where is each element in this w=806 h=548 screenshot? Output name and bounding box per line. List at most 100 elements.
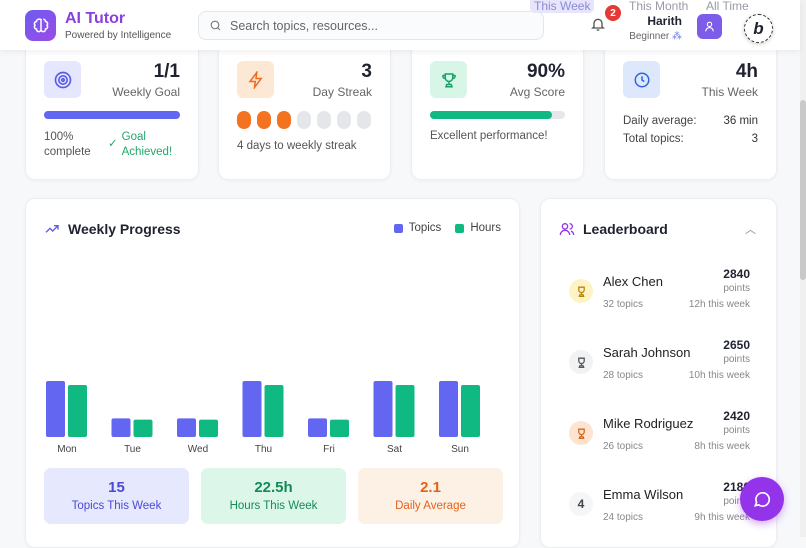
x-tick-label: Sat [387,444,402,455]
legend-topics: Topics [393,222,441,234]
sparkle-icon: ⁂ [672,31,682,42]
leader-topics: 32 topics [603,299,644,310]
row-label: Total topics: [623,133,684,145]
summary-hours: 22.5h Hours This Week [201,468,346,524]
check-circle-icon: ✓ [108,138,118,150]
tab-this-month[interactable]: This Month [629,0,689,13]
leaderboard-item[interactable]: 4 Emma Wilson 24 topics 2180 points 9h t… [567,480,750,530]
time-value: 4h [735,61,758,82]
leader-topics: 26 topics [603,441,644,452]
leaderboard-item[interactable]: Mike Rodriguez 26 topics 2420 points 8h … [567,409,750,459]
user-avatar[interactable] [697,14,722,39]
streak-dots [237,111,371,129]
leader-name: Sarah Johnson [603,345,691,360]
x-tick-label: Fri [323,444,335,455]
leader-hours: 9h this week [694,512,750,523]
streak-day-dot [257,111,271,129]
search-input[interactable] [230,18,530,33]
leader-points: 2650 [723,338,750,352]
goal-achieved: Goal Achieved! [121,131,173,158]
leaderboard-item[interactable]: Alex Chen 32 topics 2840 points 12h this… [567,267,750,317]
notification-badge: 2 [605,5,621,21]
bar-topics-tue [111,418,131,437]
bar-hours-sat [395,385,415,437]
streak-note: 4 days to weekly streak [237,140,357,152]
app-subtitle: Powered by Intelligence [65,30,172,41]
search-icon [210,20,221,31]
goal-value: 1/1 [153,61,180,82]
avg-score-card: 90% Avg Score Excellent performance! [411,42,584,180]
app-header: AI Tutor Powered by Intelligence Harith Be… [0,0,800,50]
leader-points: 2840 [723,267,750,281]
streak-value: 3 [361,61,372,82]
chat-button[interactable] [740,477,784,521]
users-icon [559,223,575,236]
legend-hours: Hours [455,222,501,234]
weekly-goal-card: 1/1 Weekly Goal 100% complete ✓ Goal Achi… [25,42,199,180]
bar-hours-fri [330,419,349,437]
chart-legend: Topics Hours [393,222,501,234]
brand-seal-logo[interactable]: b [744,14,773,43]
user-level: Beginner [629,31,670,42]
leaderboard-item[interactable]: Sarah Johnson 28 topics 2650 points 10h … [567,338,750,388]
leaderboard-card: Leaderboard ︿ Alex Chen 32 topics 2840 p… [540,198,777,548]
scrollbar-thumb[interactable] [800,100,806,280]
x-tick-label: Sun [451,444,469,455]
bar-hours-tue [133,419,153,437]
chevron-up-icon[interactable]: ︿ [745,224,756,236]
trophy-icon [569,279,593,303]
bar-topics-mon [46,381,65,437]
bar-topics-fri [308,418,327,437]
weekly-progress-card: Weekly Progress Topics Hours Mon Tue Wed Th… [25,198,520,548]
leader-points: 2420 [723,409,750,423]
bar-topics-sat [373,381,393,437]
search-box [198,11,544,40]
daily-average-row: Daily average: 36 min [623,115,758,127]
time-card: 4h This Week Daily average: 36 min Total … [604,42,777,180]
app-title: AI Tutor [65,10,126,27]
x-tick-label: Thu [255,444,272,455]
streak-day-dot [337,111,351,129]
trophy-icon [569,350,593,374]
summary-topics: 15 Topics This Week [44,468,189,524]
points-label: points [723,496,750,507]
brain-logo-icon[interactable] [25,10,56,41]
user-icon [705,21,714,32]
scrollbar[interactable] [800,0,806,537]
leader-hours: 10h this week [688,370,750,381]
points-label: points [723,425,750,436]
score-note: Excellent performance! [430,130,548,142]
period-tabs: This Week This Month All Time [0,0,806,13]
tab-all-time[interactable]: All Time [706,0,749,13]
clock-icon [623,61,660,98]
leader-hours: 12h this week [688,299,750,310]
leader-hours: 8h this week [694,441,750,452]
bar-hours-mon [68,385,87,437]
bar-topics-sun [439,381,458,437]
time-label: This Week [701,85,758,99]
chat-bubble-icon [753,491,771,507]
streak-day-dot [237,111,251,129]
points-label: points [723,354,750,365]
trending-up-icon [45,225,59,233]
leader-name: Alex Chen [603,274,663,289]
weekly-progress-title: Weekly Progress [68,221,181,237]
weekly-bar-chart: Mon Tue Wed Thu Fri Sat Sun [46,381,480,455]
bar-hours-sun [461,385,480,437]
leader-topics: 28 topics [603,370,644,381]
user-name: Harith [647,14,682,28]
bell-icon[interactable] [590,16,606,32]
target-icon [44,61,81,98]
leaderboard-title: Leaderboard [583,221,668,237]
streak-day-dot [277,111,291,129]
leader-name: Emma Wilson [603,487,684,502]
score-value: 90% [526,61,565,82]
streak-day-dot [297,111,311,129]
leader-name: Mike Rodriguez [603,416,694,431]
goal-progress-text: 100% complete [44,131,91,158]
bar-hours-wed [199,419,218,437]
bar-topics-thu [242,381,262,437]
bar-topics-wed [177,418,196,437]
tab-this-week[interactable]: This Week [530,0,595,13]
goal-label: Weekly Goal [112,85,180,99]
